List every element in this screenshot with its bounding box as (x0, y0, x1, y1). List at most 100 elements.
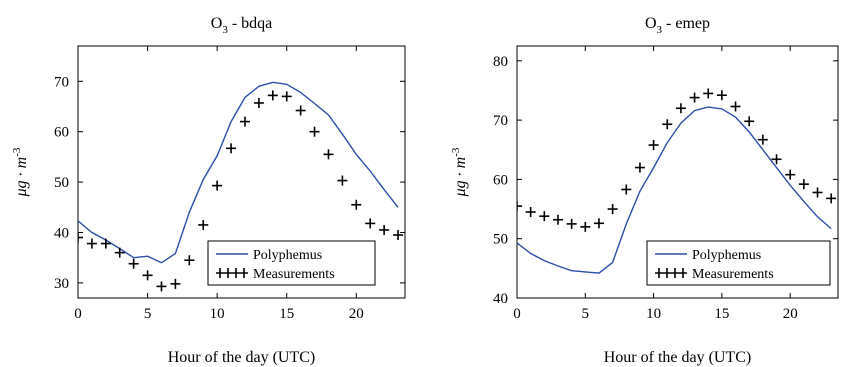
data-point-marker (142, 270, 153, 281)
y-tick-label: 40 (54, 225, 69, 241)
chart-panel-0: 0 5 10 15 20 30 40 50 60 70 O3 - bdqa Hour of the d… (11, 15, 406, 366)
chart-panel-1: 0 5 10 15 20 40 50 60 70 80 O3 - emep Hour of the d… (450, 15, 839, 366)
title-rest: - bdqa (228, 15, 272, 32)
y-label-superscript: -3 (450, 147, 462, 157)
legend-marker-swatch (216, 268, 248, 278)
data-point-marker (184, 255, 195, 266)
legend-marker-swatch (655, 268, 687, 278)
data-point-marker (281, 91, 292, 102)
data-point-marker (771, 154, 782, 165)
data-point-marker (785, 169, 796, 180)
data-point-marker (212, 180, 223, 191)
data-point-marker (566, 218, 577, 229)
data-point-marker (675, 103, 686, 114)
legend-item-measurements: Measurements (655, 267, 774, 282)
legend-item-polyphemus: Polyphemus (216, 248, 322, 263)
data-point-marker (114, 247, 125, 258)
data-point-marker (295, 105, 306, 116)
y-tick-label: 40 (493, 291, 508, 307)
title-main: O (645, 15, 657, 32)
data-point-marker (580, 221, 591, 232)
data-point-marker (621, 184, 632, 195)
y-label-main: μg · m (452, 157, 469, 198)
title-subscript: 3 (657, 24, 663, 36)
legend-item-measurements: Measurements (216, 267, 335, 282)
chart-title: O3 - bdqa (211, 15, 273, 36)
y-tick-label: 30 (54, 276, 69, 292)
data-point-marker (744, 116, 755, 127)
data-point-marker (323, 149, 334, 160)
y-tick-label: 50 (493, 232, 508, 248)
y-label-superscript: -3 (11, 147, 23, 157)
y-tick-label: 80 (493, 54, 508, 70)
series-line-polyphemus (517, 106, 832, 274)
data-point-marker (757, 134, 768, 145)
x-tick-label: 15 (714, 306, 729, 322)
data-point-marker (239, 116, 250, 127)
x-tick-label: 10 (210, 306, 225, 322)
data-point-marker (593, 218, 604, 229)
y-tick-label: 70 (493, 113, 508, 129)
plot-marks (517, 88, 837, 274)
y-axis-label: μg · m-3 (450, 147, 469, 197)
y-axis-label: μg · m-3 (11, 147, 30, 197)
data-point-marker (826, 193, 837, 204)
data-point-marker (253, 97, 264, 108)
legend-label: Measurements (253, 267, 335, 282)
legend-label: Polyphemus (253, 248, 322, 263)
data-point-marker (552, 214, 563, 225)
x-tick-label: 0 (513, 306, 521, 322)
data-point-marker (100, 238, 111, 249)
data-point-marker (128, 258, 139, 269)
data-point-marker (393, 230, 404, 240)
x-axis-label: Hour of the day (UTC) (604, 349, 752, 366)
y-tick-label: 50 (54, 175, 69, 191)
data-point-marker (267, 90, 278, 101)
x-tick-label: 20 (783, 306, 798, 322)
plot-area-frame (77, 45, 406, 299)
data-point-marker (634, 162, 645, 173)
y-tick-label: 60 (54, 125, 69, 141)
plot-marks (78, 81, 404, 292)
data-point-marker (539, 211, 550, 222)
y-tick-label: 60 (493, 172, 508, 188)
data-point-marker (525, 207, 536, 218)
data-point-marker (309, 126, 320, 137)
data-point-marker (198, 219, 209, 230)
x-tick-label: 5 (582, 306, 590, 322)
data-point-marker (78, 232, 83, 243)
data-point-marker (86, 238, 97, 249)
chart-legend: Polyphemus Measurements (207, 240, 376, 286)
chart-title: O3 - emep (645, 15, 710, 36)
data-point-marker (812, 187, 823, 198)
data-point-marker (648, 140, 659, 151)
plot-area-frame (516, 45, 839, 299)
data-point-marker (517, 201, 522, 212)
x-tick-label: 10 (646, 306, 661, 322)
chart-legend: Polyphemus Measurements (646, 240, 831, 286)
legend-label: Measurements (692, 267, 774, 282)
data-point-marker (337, 175, 348, 186)
data-point-marker (379, 224, 390, 235)
legend-item-polyphemus: Polyphemus (655, 248, 761, 263)
series-line-polyphemus (78, 81, 399, 264)
legend-label: Polyphemus (692, 248, 761, 263)
x-tick-label: 15 (279, 306, 294, 322)
x-tick-label: 5 (144, 306, 152, 322)
x-tick-label: 20 (349, 306, 364, 322)
data-point-marker (156, 281, 167, 292)
y-tick-label: 70 (54, 74, 69, 90)
data-point-marker (798, 179, 809, 190)
data-point-marker (730, 101, 741, 112)
title-subscript: 3 (222, 24, 228, 36)
data-point-marker (662, 119, 673, 130)
x-tick-label: 0 (74, 306, 82, 322)
title-rest: - emep (662, 15, 710, 32)
data-point-marker (703, 88, 714, 99)
data-point-marker (170, 278, 181, 289)
data-point-marker (716, 90, 727, 101)
data-point-marker (226, 143, 237, 154)
x-axis-label: Hour of the day (UTC) (168, 349, 316, 366)
y-label-main: μg · m (13, 157, 30, 198)
